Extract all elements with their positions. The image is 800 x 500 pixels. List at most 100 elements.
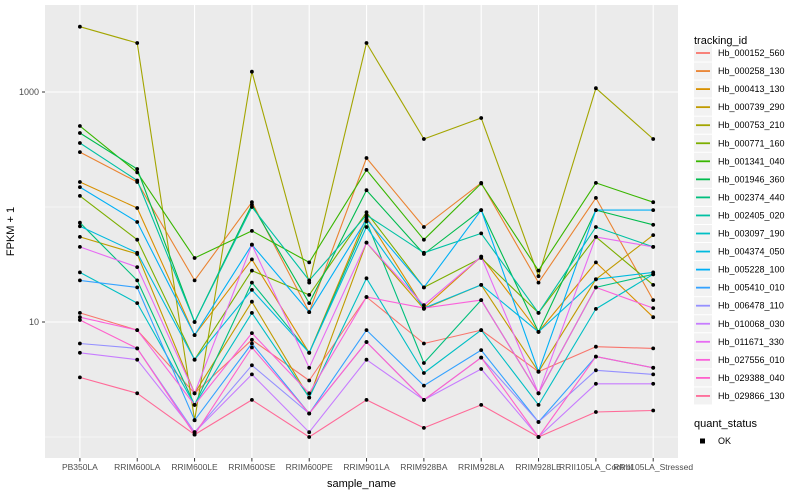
- legend-item-Hb_003097_190: Hb_003097_190: [694, 225, 785, 242]
- data-point: [78, 194, 82, 198]
- data-point: [250, 341, 254, 346]
- data-point: [536, 403, 541, 407]
- data-point: [135, 206, 140, 210]
- x-tick-label: RRIM928BA: [400, 462, 448, 472]
- legend-label: Hb_002374_440: [718, 192, 785, 202]
- data-point: [479, 181, 484, 186]
- data-point: [651, 306, 656, 310]
- data-point: [594, 277, 598, 282]
- data-point: [192, 391, 197, 396]
- legend-item-Hb_010068_030: Hb_010068_030: [694, 315, 785, 333]
- data-point: [78, 235, 82, 239]
- data-point: [651, 137, 656, 141]
- data-point: [536, 369, 541, 374]
- legend-label: Hb_004374_050: [718, 247, 785, 257]
- data-point: [192, 418, 197, 423]
- x-tick-label: RRIM928LE: [515, 462, 562, 472]
- data-point: [307, 301, 312, 305]
- data-point: [307, 435, 312, 439]
- data-point: [78, 180, 82, 184]
- data-point: [135, 265, 140, 269]
- data-point: [594, 235, 598, 239]
- data-point: [479, 328, 484, 332]
- data-point: [536, 391, 541, 396]
- ok-point-icon: [700, 438, 705, 444]
- data-point: [479, 254, 484, 259]
- legend-label: Hb_000771_160: [718, 138, 785, 148]
- data-point: [651, 245, 656, 249]
- data-point: [364, 188, 369, 193]
- data-point: [479, 208, 484, 213]
- data-point: [422, 137, 426, 141]
- data-point: [594, 260, 598, 265]
- x-tick-label: RRII105LA_Control: [559, 462, 633, 472]
- data-point: [479, 403, 484, 407]
- data-point: [422, 225, 426, 229]
- x-tick-label: RRIM600SE: [228, 462, 276, 472]
- data-point: [192, 333, 197, 337]
- data-point: [250, 363, 254, 368]
- data-point: [364, 240, 369, 245]
- data-point: [135, 41, 140, 45]
- data-point: [651, 200, 656, 205]
- data-point: [250, 229, 254, 233]
- legend-label: Hb_002405_020: [718, 210, 785, 220]
- data-point: [364, 225, 369, 229]
- data-point: [135, 285, 140, 290]
- data-point: [78, 24, 82, 29]
- data-point: [422, 285, 426, 290]
- data-point: [364, 398, 369, 402]
- data-point: [422, 398, 426, 402]
- data-point: [78, 311, 82, 315]
- legend-item-Hb_000771_160: Hb_000771_160: [694, 134, 785, 152]
- legend-item-Hb_000753_210: Hb_000753_210: [694, 116, 785, 134]
- data-point: [594, 181, 598, 185]
- data-point: [250, 205, 254, 209]
- data-point: [479, 231, 484, 236]
- data-point: [651, 381, 656, 386]
- legend-item-Hb_029866_130: Hb_029866_130: [694, 387, 785, 405]
- data-point: [594, 285, 598, 290]
- data-point: [651, 233, 656, 238]
- data-point: [78, 141, 82, 145]
- data-point: [594, 344, 598, 349]
- data-point: [651, 270, 656, 275]
- x-tick-label: RRIM600PE: [286, 462, 334, 472]
- data-point: [192, 357, 197, 362]
- legend-item-Hb_027556_010: Hb_027556_010: [694, 351, 785, 369]
- data-point: [250, 337, 254, 342]
- data-point: [422, 303, 426, 308]
- data-point: [78, 270, 82, 275]
- legend-item-Hb_005228_100: Hb_005228_100: [694, 261, 785, 279]
- data-point: [135, 328, 140, 332]
- data-point: [78, 185, 82, 190]
- data-point: [307, 391, 312, 396]
- x-tick-label: RRIM901LA: [343, 462, 390, 472]
- data-point: [651, 222, 656, 227]
- data-point: [307, 395, 312, 400]
- data-point: [135, 237, 140, 242]
- data-point: [250, 299, 254, 304]
- legend-label: Hb_010068_030: [718, 319, 785, 329]
- legend-item-Hb_000258_130: Hb_000258_130: [694, 62, 785, 80]
- data-point: [422, 361, 426, 365]
- data-point: [192, 278, 197, 283]
- data-point: [479, 367, 484, 371]
- legend-item-Hb_005410_010: Hb_005410_010: [694, 279, 785, 297]
- data-point: [250, 311, 254, 315]
- data-point: [422, 306, 426, 310]
- legend-label: Hb_005228_100: [718, 265, 785, 275]
- data-point: [135, 357, 140, 362]
- data-point: [651, 408, 656, 413]
- data-point: [651, 208, 656, 213]
- legend-item-Hb_002374_440: Hb_002374_440: [694, 188, 785, 206]
- data-point: [78, 220, 82, 225]
- legend-label: Hb_027556_010: [718, 355, 785, 365]
- data-point: [364, 41, 369, 45]
- legend-item-Hb_029388_040: Hb_029388_040: [694, 369, 785, 387]
- y-tick-label: 10: [29, 317, 39, 327]
- x-tick-label: RRIM928LA: [458, 462, 505, 472]
- data-point: [364, 295, 369, 299]
